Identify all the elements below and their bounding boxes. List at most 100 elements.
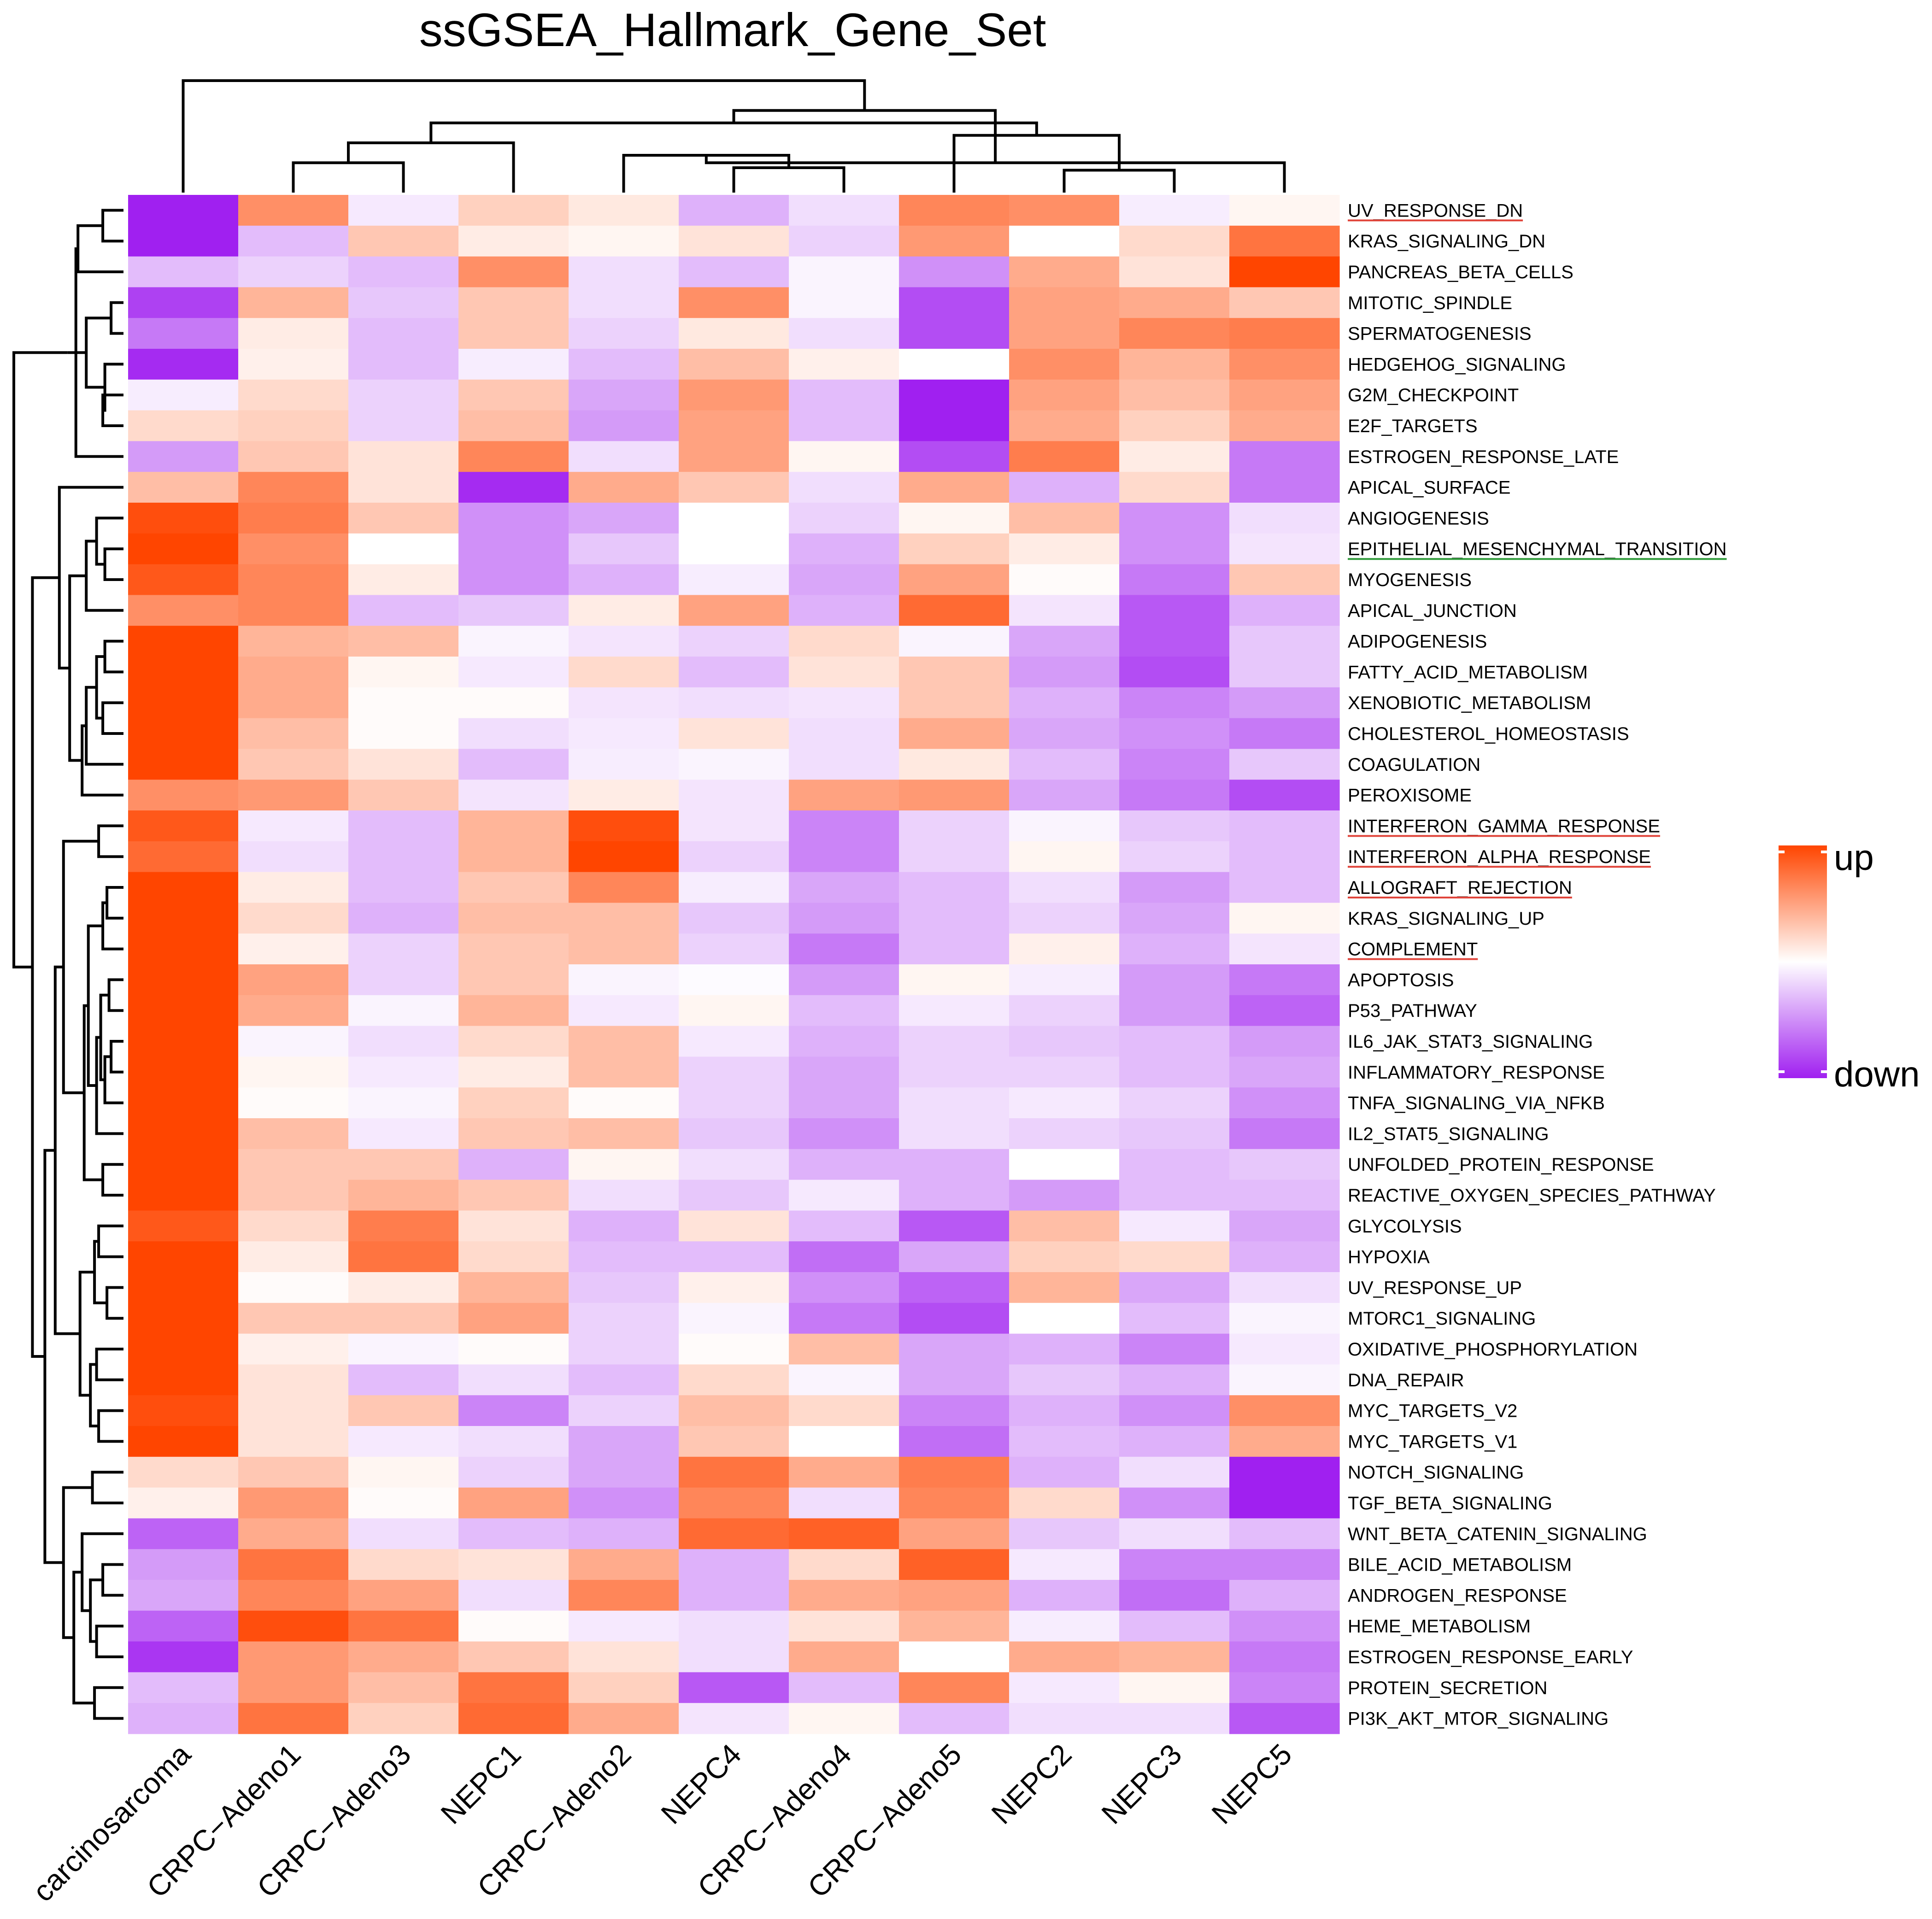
- heatmap-cell: [348, 626, 459, 657]
- heatmap-cell: [348, 687, 459, 719]
- column-dendrogram: [182, 79, 1286, 193]
- heatmap-cell: [679, 287, 789, 318]
- row-dendrogram-branch: [95, 1348, 123, 1381]
- heatmap-cell: [128, 1610, 239, 1642]
- chart-title: ssGSEA_Hallmark_Gene_Set: [419, 4, 1046, 56]
- heatmap-cell: [1009, 780, 1120, 811]
- heatmap-cell: [1229, 1549, 1340, 1580]
- heatmap-cell: [238, 718, 349, 749]
- heatmap-cell: [458, 626, 569, 657]
- legend-low-label: down: [1834, 1054, 1920, 1094]
- heatmap-cell: [128, 472, 239, 503]
- heatmap-cell: [569, 256, 679, 288]
- heatmap-cell: [238, 1087, 349, 1119]
- heatmap-cell: [458, 349, 569, 380]
- heatmap-cell: [1119, 1487, 1230, 1519]
- heatmap-cell: [899, 718, 1010, 749]
- heatmap-cell: [1229, 1180, 1340, 1211]
- heatmap-cell: [348, 749, 459, 780]
- heatmap-cell: [348, 995, 459, 1027]
- heatmap-cell: [458, 595, 569, 626]
- heatmap-cell: [348, 349, 459, 380]
- row-label: MYC_TARGETS_V1: [1348, 1432, 1517, 1452]
- heatmap-cell: [1229, 318, 1340, 349]
- heatmap-cell: [569, 841, 679, 873]
- heatmap-cell: [679, 964, 789, 996]
- heatmap-cell: [1009, 1641, 1120, 1673]
- heatmap-cell: [1119, 903, 1230, 934]
- heatmap-cell: [569, 1087, 679, 1119]
- heatmap-cell: [238, 1395, 349, 1426]
- heatmap-cell: [569, 1333, 679, 1365]
- heatmap-cell: [238, 225, 349, 257]
- heatmap-cell: [348, 1703, 459, 1734]
- heatmap-cell: [789, 841, 899, 873]
- heatmap-cell: [458, 256, 569, 288]
- heatmap-cell: [458, 564, 569, 595]
- heatmap-cell: [1009, 657, 1120, 688]
- heatmap-cell: [1119, 410, 1230, 441]
- heatmap-cell: [679, 1641, 789, 1673]
- heatmap-cell: [679, 1210, 789, 1242]
- heatmap-cell: [458, 995, 569, 1027]
- row-label: PANCREAS_BETA_CELLS: [1348, 262, 1574, 282]
- heatmap-cell: [238, 903, 349, 934]
- heatmap-cell: [1119, 349, 1230, 380]
- row-label: PROTEIN_SECRETION: [1348, 1678, 1547, 1698]
- heatmap-cell: [1009, 1026, 1120, 1057]
- row-dendrogram-branch: [62, 839, 99, 1094]
- heatmap-cell: [1229, 533, 1340, 565]
- color-legend: up down: [1779, 837, 1920, 1094]
- heatmap-cell: [458, 195, 569, 226]
- heatmap-cell: [128, 1087, 239, 1119]
- heatmap-cell: [1119, 1364, 1230, 1396]
- heatmap-cell: [458, 780, 569, 811]
- heatmap-cell: [679, 1149, 789, 1180]
- heatmap-cell: [1009, 841, 1120, 873]
- heatmap-cell: [458, 1610, 569, 1642]
- heatmap-cell: [1229, 410, 1340, 441]
- heatmap-cell: [458, 287, 569, 318]
- heatmap-cell: [899, 256, 1010, 288]
- column-dendrogram-branch: [182, 79, 866, 193]
- heatmap-cells: [128, 195, 1340, 1734]
- heatmap-cell: [348, 1333, 459, 1365]
- heatmap-cell: [899, 410, 1010, 441]
- heatmap-cell: [1009, 872, 1120, 903]
- heatmap-cell: [348, 564, 459, 595]
- heatmap-cell: [899, 1149, 1010, 1180]
- heatmap-cell: [458, 749, 569, 780]
- heatmap-cell: [1119, 1456, 1230, 1488]
- heatmap-cell: [1009, 1703, 1120, 1734]
- heatmap-cell: [128, 564, 239, 595]
- row-dendrogram-branch: [101, 1563, 123, 1597]
- heatmap-cell: [1119, 1118, 1230, 1150]
- heatmap-cell: [569, 595, 679, 626]
- heatmap-cell: [899, 1303, 1010, 1334]
- heatmap-cell: [348, 657, 459, 688]
- heatmap-cell: [789, 472, 899, 503]
- row-label: IL6_JAK_STAT3_SIGNALING: [1348, 1032, 1593, 1052]
- heatmap-cell: [569, 441, 679, 472]
- heatmap-cell: [569, 503, 679, 534]
- heatmap-cell: [1119, 718, 1230, 749]
- heatmap-cell: [1009, 1487, 1120, 1519]
- heatmap-cell: [569, 1610, 679, 1642]
- heatmap-cell: [789, 1118, 899, 1150]
- heatmap-cell: [1229, 287, 1340, 318]
- heatmap-cell: [569, 1395, 679, 1426]
- heatmap-cell: [789, 564, 899, 595]
- row-labels: UV_RESPONSE_DN KRAS_SIGNALING_DN PANCREAS_…: [1348, 200, 1726, 1729]
- heatmap-cell: [789, 964, 899, 996]
- heatmap-cell: [238, 1487, 349, 1519]
- row-dendrogram-branch: [103, 547, 123, 581]
- column-dendrogram-branch: [1063, 169, 1176, 193]
- heatmap-cell: [458, 1672, 569, 1703]
- heatmap-cell: [348, 472, 459, 503]
- heatmap-cell: [1229, 1087, 1340, 1119]
- row-label: ESTROGEN_RESPONSE_LATE: [1348, 447, 1619, 467]
- heatmap-cell: [789, 1456, 899, 1488]
- heatmap-cell: [128, 256, 239, 288]
- heatmap-cell: [679, 318, 789, 349]
- heatmap-cell: [1229, 225, 1340, 257]
